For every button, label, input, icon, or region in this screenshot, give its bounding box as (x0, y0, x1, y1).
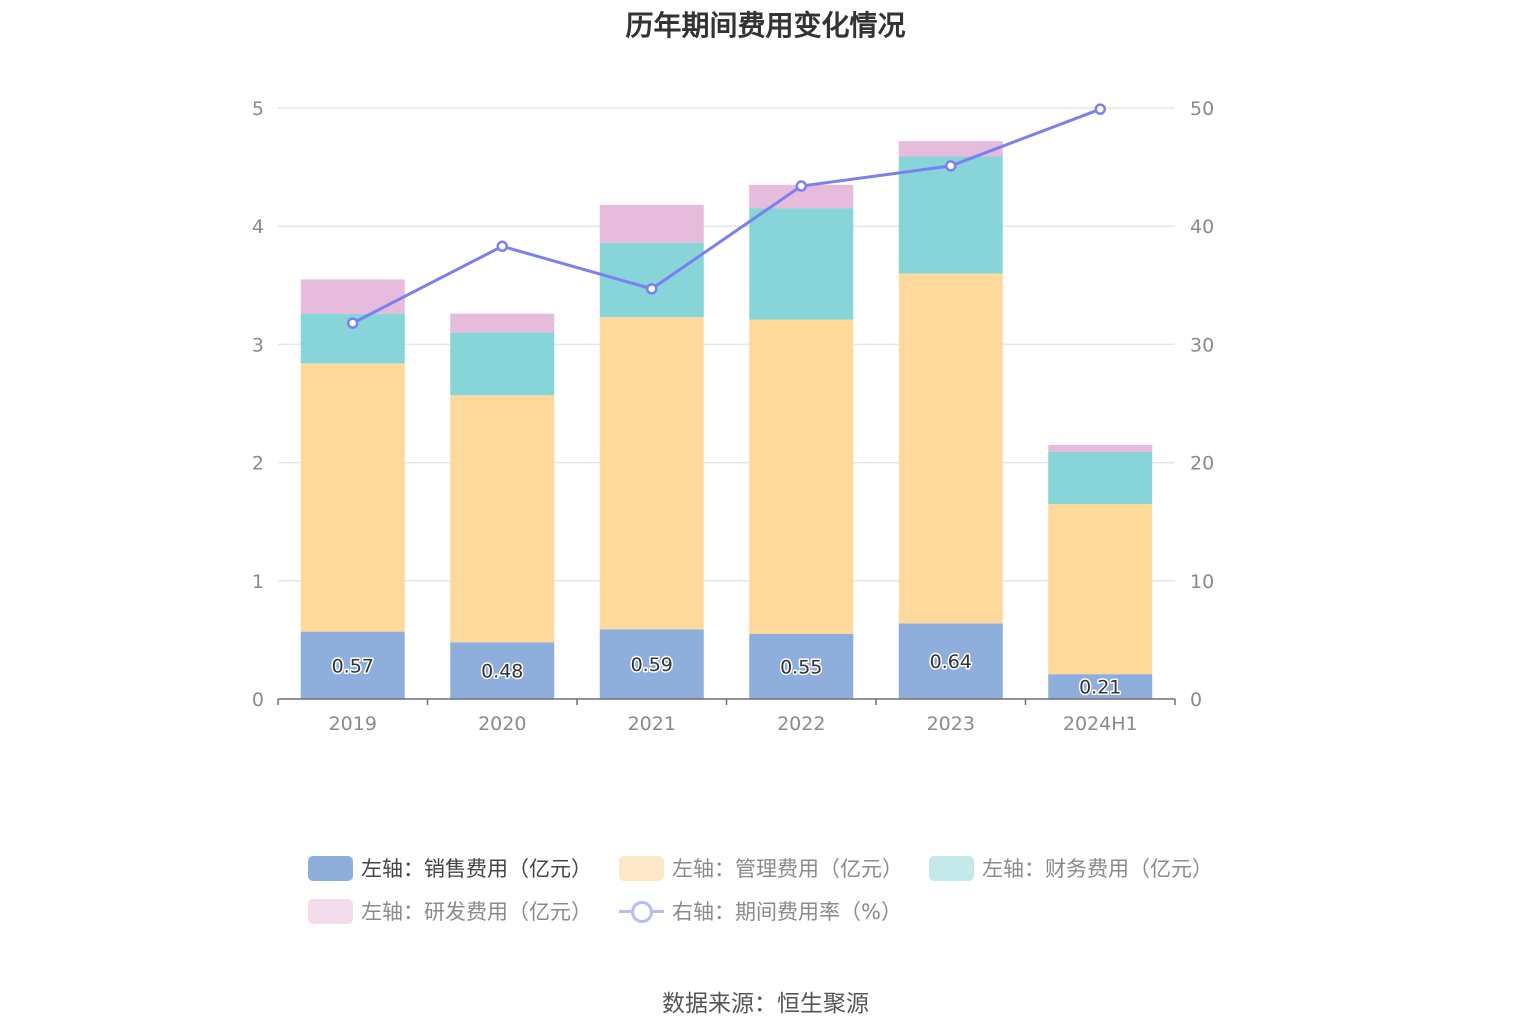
bar-segment-1 (300, 363, 405, 632)
x-tick-label: 2019 (329, 713, 377, 735)
expense-ratio-point (496, 240, 508, 253)
bar-segment-0 (450, 642, 555, 699)
bar-segment-2 (1048, 451, 1153, 504)
bar-segment-1 (1048, 503, 1153, 675)
bar-segment-2 (749, 208, 854, 320)
expense-ratio-point (347, 317, 359, 329)
legend-item-expense-ratio[interactable]: 右轴：期间费用率（%） (619, 893, 902, 929)
legend-item-finance[interactable]: 左轴：财务费用（亿元） (929, 850, 1213, 886)
bar-segment-3 (300, 279, 405, 314)
bar-segment-0 (300, 631, 405, 699)
bar-segment-0 (898, 623, 1003, 699)
y-left-tick-label: 4 (252, 216, 264, 238)
legend-label-finance: 左轴：财务费用（亿元） (982, 857, 1213, 881)
expense-ratio-point (646, 283, 658, 295)
y-left-tick-label: 5 (252, 98, 264, 120)
legend-item-admin[interactable]: 左轴：管理费用（亿元） (619, 850, 903, 886)
chart-title: 历年期间费用变化情况 (625, 9, 906, 42)
x-tick-label: 2020 (478, 713, 526, 735)
y-right-tick-label: 40 (1190, 216, 1214, 238)
bar-segment-1 (749, 319, 854, 634)
y-left-tick-label: 2 (252, 453, 264, 475)
bar-segment-0 (1048, 674, 1153, 699)
y-right-tick-label: 30 (1190, 334, 1214, 356)
bar-segment-1 (898, 273, 1003, 624)
source-note: 数据来源：恒生聚源 (662, 991, 869, 1017)
expense-ratio-point (945, 160, 957, 172)
legend-swatch-finance (929, 855, 974, 881)
legend-swatch-admin (619, 855, 664, 881)
data-label: 0.48 (481, 661, 523, 683)
y-left-tick-label: 1 (252, 571, 264, 593)
bar-segment-1 (599, 317, 704, 630)
legend-item-rnd[interactable]: 左轴：研发费用（亿元） (308, 893, 592, 929)
data-label: 0.64 (930, 651, 972, 673)
data-label: 0.21 (1079, 677, 1121, 699)
legend-label-expense-ratio: 右轴：期间费用率（%） (672, 900, 902, 924)
bar-segment-1 (450, 395, 555, 643)
bar-segment-2 (898, 156, 1003, 274)
legend-swatch-sales (308, 855, 353, 881)
data-label: 0.57 (332, 655, 374, 677)
legend-label-admin: 左轴：管理费用（亿元） (672, 857, 903, 881)
bar-segment-0 (749, 633, 854, 699)
y-right-tick-label: 10 (1190, 571, 1214, 593)
x-tick-label: 2022 (777, 713, 825, 735)
bar-segment-3 (599, 204, 704, 243)
data-label: 0.55 (780, 656, 822, 678)
bar-segment-3 (1048, 444, 1153, 452)
y-left-tick-label: 0 (252, 689, 264, 711)
data-label: 0.59 (631, 654, 673, 676)
x-tick-label: 2023 (927, 713, 975, 735)
legend-swatch-expense-ratio (619, 899, 664, 924)
expense-ratio-point (795, 180, 807, 192)
bar-segment-2 (450, 332, 555, 396)
legend-swatch-rnd (308, 898, 353, 924)
bar-segment-3 (450, 313, 555, 333)
y-right-tick-label: 50 (1190, 98, 1214, 120)
y-left-tick-label: 3 (252, 334, 264, 356)
legend-label-rnd: 左轴：研发费用（亿元） (361, 900, 592, 924)
bar-segment-3 (898, 141, 1003, 157)
y-right-tick-label: 20 (1190, 453, 1214, 475)
x-tick-label: 2024H1 (1063, 713, 1138, 735)
legend-item-sales[interactable]: 左轴：销售费用（亿元） (308, 850, 592, 886)
y-right-tick-label: 0 (1190, 689, 1202, 711)
legend-label-sales: 左轴：销售费用（亿元） (361, 857, 592, 881)
expense-ratio-point (1094, 103, 1106, 115)
bar-segment-0 (599, 629, 704, 699)
expense-ratio-line (352, 107, 1101, 325)
x-tick-label: 2021 (628, 713, 676, 735)
